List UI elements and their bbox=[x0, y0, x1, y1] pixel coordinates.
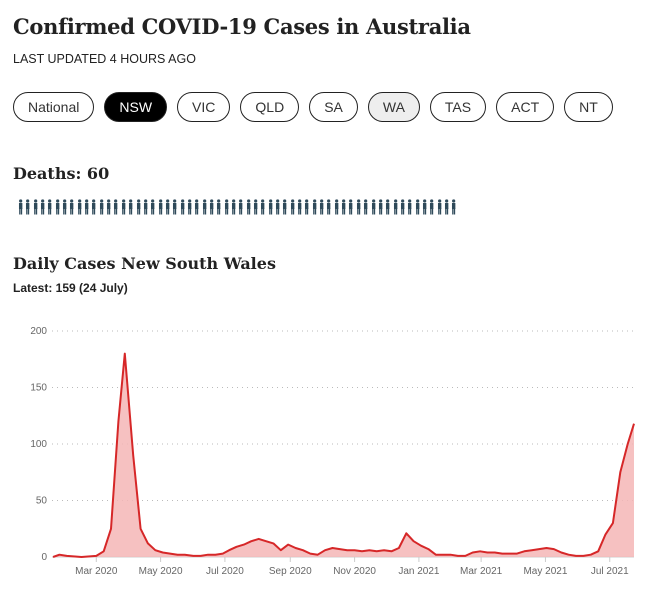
person-icon bbox=[63, 199, 67, 215]
person-icon bbox=[371, 199, 375, 215]
person-icon bbox=[290, 199, 295, 215]
person-icon bbox=[107, 199, 111, 215]
person-icon bbox=[143, 199, 148, 215]
person-icon bbox=[114, 199, 118, 215]
person-icon bbox=[320, 199, 324, 215]
person-icon bbox=[165, 199, 170, 215]
daily-cases-chart: 0 50 100 150 200 Mar 2020 May 2020 Jul 2020 Sep … bbox=[30, 326, 635, 577]
person-icon bbox=[364, 199, 368, 215]
person-icon bbox=[77, 199, 82, 215]
x-tick-label: Sep 2020 bbox=[269, 566, 312, 577]
person-icon bbox=[378, 199, 383, 215]
person-icon bbox=[393, 199, 397, 215]
person-icon bbox=[327, 199, 331, 215]
deaths-count: Deaths: 60 bbox=[13, 164, 110, 183]
tab-tas[interactable]: TAS bbox=[429, 92, 487, 122]
person-icon bbox=[408, 199, 412, 215]
x-tick-label: Jul 2020 bbox=[206, 566, 244, 577]
person-icon bbox=[268, 199, 273, 215]
last-updated: LAST UPDATED 4 HOURS AGO bbox=[13, 52, 196, 66]
person-icon bbox=[136, 199, 140, 215]
person-icon bbox=[444, 199, 449, 215]
person-icon bbox=[349, 199, 353, 215]
tab-qld[interactable]: QLD bbox=[240, 92, 300, 122]
person-icon bbox=[41, 199, 45, 215]
region-tabs: National NSW VIC QLD SA WA TAS ACT NT bbox=[13, 92, 613, 122]
tab-nt[interactable]: NT bbox=[564, 92, 613, 122]
cases-area bbox=[53, 353, 635, 557]
x-tick-label: May 2021 bbox=[523, 566, 567, 577]
person-icon bbox=[202, 199, 206, 215]
person-icon bbox=[70, 199, 74, 215]
person-icon bbox=[253, 199, 258, 215]
y-tick-label: 200 bbox=[30, 326, 47, 337]
tab-sa[interactable]: SA bbox=[309, 92, 358, 122]
person-icon bbox=[129, 199, 133, 215]
person-icon bbox=[305, 199, 309, 215]
y-tick-label: 0 bbox=[41, 552, 47, 563]
person-icon bbox=[246, 199, 251, 215]
person-icon bbox=[342, 199, 346, 215]
x-tick-label: Nov 2020 bbox=[333, 566, 376, 577]
person-icon bbox=[33, 199, 38, 215]
person-icon bbox=[437, 199, 441, 215]
y-tick-label: 150 bbox=[30, 383, 47, 394]
person-icon bbox=[92, 199, 96, 215]
person-icon bbox=[121, 199, 126, 215]
x-tick-label: May 2020 bbox=[139, 566, 183, 577]
person-icon bbox=[452, 199, 456, 215]
latest-cases: Latest: 159 (24 July) bbox=[13, 281, 128, 295]
person-icon bbox=[99, 199, 104, 215]
page-title: Confirmed COVID-19 Cases in Australia bbox=[13, 14, 471, 39]
person-icon bbox=[180, 199, 184, 215]
y-tick-label: 50 bbox=[36, 496, 48, 507]
person-icon bbox=[386, 199, 390, 215]
x-tick-label: Mar 2021 bbox=[460, 566, 503, 577]
person-icon bbox=[334, 199, 339, 215]
tab-national[interactable]: National bbox=[13, 92, 95, 122]
person-icon bbox=[400, 199, 405, 215]
person-icon bbox=[312, 199, 317, 215]
x-tick-label: Jul 2021 bbox=[591, 566, 629, 577]
chart-title: Daily Cases New South Wales bbox=[13, 254, 276, 273]
person-icon bbox=[415, 199, 419, 215]
person-icon bbox=[158, 199, 162, 215]
person-icon bbox=[18, 199, 23, 215]
x-tick-label: Jan 2021 bbox=[398, 566, 440, 577]
y-tick-label: 100 bbox=[30, 439, 47, 450]
person-icon bbox=[173, 199, 177, 215]
person-icon bbox=[217, 199, 221, 215]
person-icon bbox=[231, 199, 236, 215]
tab-act[interactable]: ACT bbox=[496, 92, 555, 122]
person-icon bbox=[298, 199, 302, 215]
tab-wa[interactable]: WA bbox=[367, 92, 420, 122]
person-icon bbox=[151, 199, 155, 215]
person-icon bbox=[48, 199, 52, 215]
tab-vic[interactable]: VIC bbox=[177, 92, 231, 122]
person-icon bbox=[430, 199, 434, 215]
person-icon bbox=[276, 199, 280, 215]
person-icon bbox=[239, 199, 243, 215]
x-tick-label: Mar 2020 bbox=[75, 566, 118, 577]
person-icon bbox=[209, 199, 214, 215]
person-icon bbox=[55, 199, 60, 215]
person-icon bbox=[356, 199, 361, 215]
tab-nsw[interactable]: NSW bbox=[104, 92, 168, 122]
person-icon bbox=[26, 199, 30, 215]
person-icon bbox=[195, 199, 199, 215]
person-icon bbox=[187, 199, 192, 215]
deaths-pictogram bbox=[17, 199, 458, 215]
person-icon bbox=[224, 199, 228, 215]
person-icon bbox=[422, 199, 427, 215]
cases-line bbox=[52, 352, 635, 558]
person-icon bbox=[283, 199, 287, 215]
person-icon bbox=[85, 199, 89, 215]
person-icon bbox=[261, 199, 265, 215]
